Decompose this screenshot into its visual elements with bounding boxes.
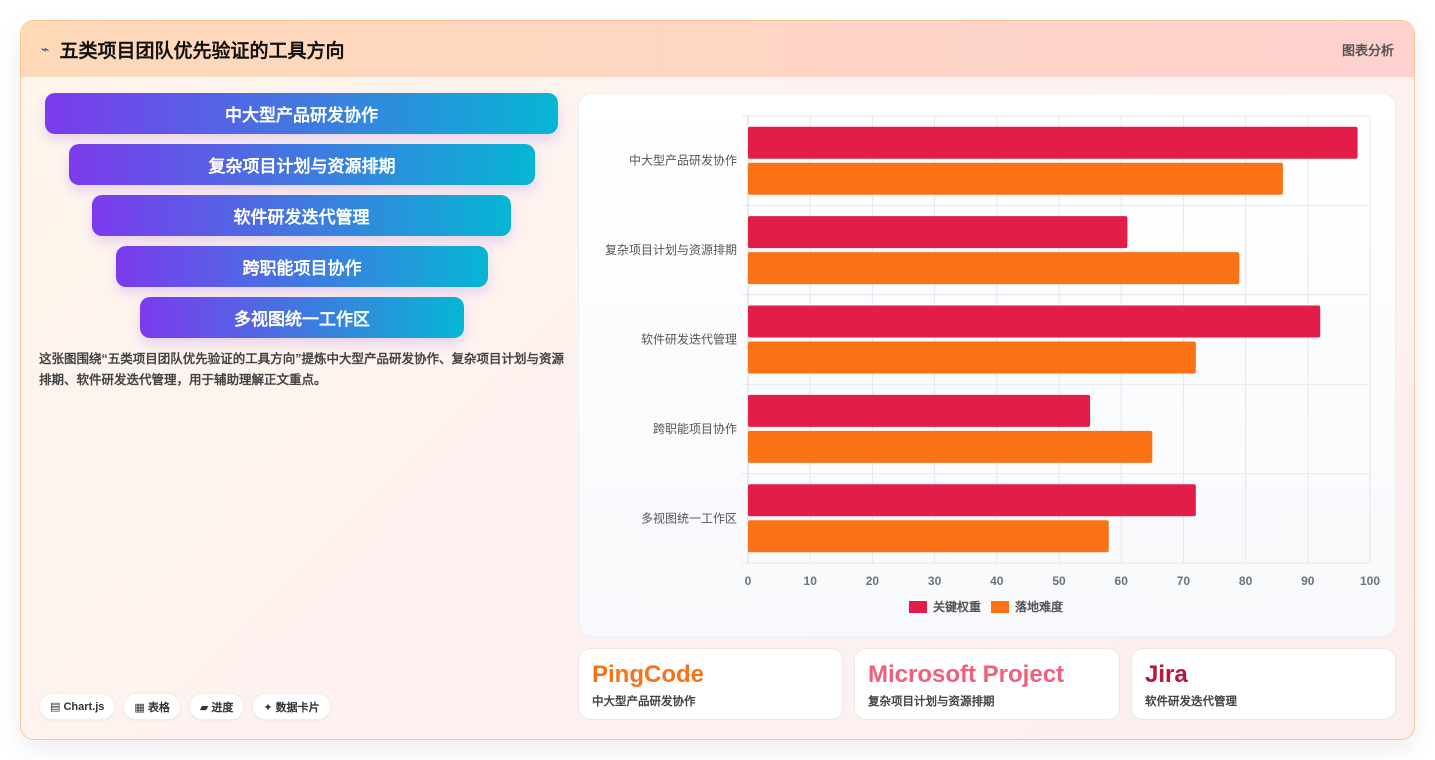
chart-panel: 0 10 20 30 40 50 60 70 80 90 100 中大型产品研发协作复杂项目计划与资源…: [578, 93, 1396, 637]
bar: [748, 341, 1196, 374]
y-tick-label: 中大型产品研发协作: [629, 153, 737, 168]
table-badge[interactable]: ▦ 表格: [123, 693, 181, 720]
y-tick-label: 多视图统一工作区: [641, 510, 737, 525]
legend-swatch: [909, 601, 927, 613]
tool-card-pingcode[interactable]: PingCode 中大型产品研发协作: [578, 648, 843, 720]
x-tick-label: 80: [1239, 574, 1253, 588]
funnel-item: 软件研发迭代管理: [92, 195, 511, 236]
x-tick-label: 10: [804, 574, 818, 588]
tool-card-microsoft-project[interactable]: Microsoft Project 复杂项目计划与资源排期: [854, 648, 1120, 720]
x-tick-label: 40: [990, 574, 1004, 588]
header-bar: ⌁ 五类项目团队优先验证的工具方向 图表分析: [21, 21, 1414, 77]
bar: [748, 305, 1321, 338]
data-card-badge[interactable]: ✦ 数据卡片: [252, 693, 331, 720]
chartjs-badge[interactable]: ▤ Chart.js: [39, 693, 116, 720]
x-tick-label: 50: [1052, 574, 1066, 588]
funnel-item: 跨职能项目协作: [116, 246, 488, 287]
tool-name: Jira: [1145, 661, 1188, 688]
chart-description: 这张图围绕“五类项目团队优先验证的工具方向”提炼中大型产品研发协作、复杂项目计划…: [39, 352, 565, 387]
legend-label: 落地难度: [1015, 599, 1064, 614]
tool-name: Microsoft Project: [868, 661, 1065, 688]
bar: [748, 252, 1240, 285]
bar: [748, 126, 1358, 159]
tool-subtitle: 复杂项目计划与资源排期: [868, 696, 995, 708]
legend-label: 关键权重: [933, 599, 981, 614]
tool-name: PingCode: [592, 661, 704, 688]
funnel-item: 复杂项目计划与资源排期: [69, 144, 535, 185]
x-tick-label: 0: [745, 574, 752, 588]
x-tick-label: 70: [1177, 574, 1191, 588]
x-tick-label: 20: [866, 574, 880, 588]
x-tick-label: 100: [1360, 574, 1380, 588]
bar: [748, 216, 1128, 249]
y-tick-label: 跨职能项目协作: [653, 421, 737, 436]
legend-swatch: [991, 601, 1009, 613]
section-tag: 图表分析: [1341, 42, 1394, 58]
bar: [748, 394, 1091, 427]
badge-row: ▤ Chart.js ▦ 表格 ▰ 进度 ✦ 数据卡片: [39, 693, 331, 720]
y-tick-label: 复杂项目计划与资源排期: [605, 243, 737, 257]
main-card: ⌁ 五类项目团队优先验证的工具方向 图表分析 中大型产品研发协作 复杂项目计划与…: [20, 20, 1415, 740]
bar: [748, 484, 1196, 517]
bar: [748, 162, 1283, 195]
chart-line-icon: ⌁: [41, 40, 50, 57]
y-tick-label: 软件研发迭代管理: [641, 332, 737, 347]
funnel-item: 多视图统一工作区: [140, 297, 464, 338]
bar: [748, 520, 1109, 553]
x-tick-label: 60: [1115, 574, 1129, 588]
tool-subtitle: 软件研发迭代管理: [1145, 696, 1237, 708]
x-tick-label: 90: [1301, 574, 1315, 588]
tool-card-jira[interactable]: Jira 软件研发迭代管理: [1131, 648, 1396, 720]
progress-badge[interactable]: ▰ 进度: [188, 693, 245, 720]
tool-subtitle: 中大型产品研发协作: [592, 696, 696, 708]
page-title: 五类项目团队优先验证的工具方向: [59, 40, 345, 62]
x-tick-label: 30: [928, 574, 942, 588]
funnel-item: 中大型产品研发协作: [45, 93, 558, 134]
bar-chart: 0 10 20 30 40 50 60 70 80 90 100 中大型产品研发协作复杂项目计划与资源…: [605, 115, 1380, 614]
bar: [748, 430, 1153, 463]
